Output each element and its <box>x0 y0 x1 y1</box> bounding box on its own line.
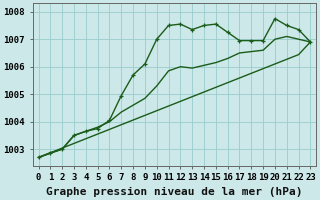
X-axis label: Graphe pression niveau de la mer (hPa): Graphe pression niveau de la mer (hPa) <box>46 186 303 197</box>
